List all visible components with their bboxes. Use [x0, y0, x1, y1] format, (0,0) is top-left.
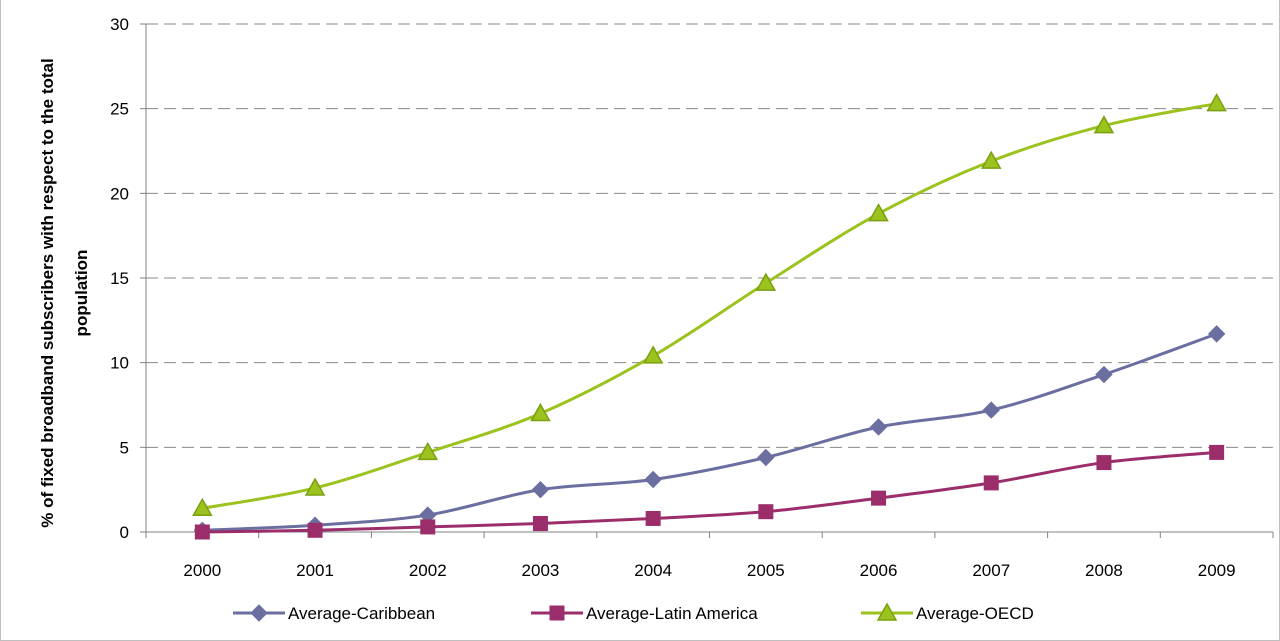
data-point: [1096, 455, 1112, 471]
data-point: [531, 480, 550, 499]
data-point: [757, 448, 775, 467]
y-tick-label: 30: [110, 15, 129, 34]
data-point: [532, 516, 548, 532]
x-axis-ticks: 2000 2001 2002 2003 2004 2005 2006 2007 2008 2009: [145, 532, 1274, 580]
x-tick-label: 2006: [860, 561, 898, 580]
series-average-caribbean: [193, 325, 1226, 540]
y-axis-label: % of fixed broadband subscribers with re…: [38, 58, 91, 527]
series-line: [202, 450, 1217, 534]
legend-label: Average-OECD: [916, 604, 1034, 623]
legend-item: Average-Latin America: [531, 604, 758, 623]
data-point: [755, 272, 777, 291]
series-average-oecd: [192, 93, 1227, 517]
series-line: [202, 332, 1218, 532]
data-point: [642, 345, 664, 364]
data-point: [871, 490, 887, 506]
data-point: [869, 418, 888, 436]
y-axis-label-line-2: population: [72, 250, 91, 337]
x-tick-label: 2009: [1198, 561, 1236, 580]
x-tick-label: 2003: [522, 561, 560, 580]
data-point: [530, 402, 551, 422]
series-line: [202, 102, 1217, 510]
gridlines: [140, 23, 1273, 533]
legend-label: Average-Caribbean: [288, 604, 435, 623]
y-tick-label: 20: [110, 184, 129, 203]
series-average-latin-america: [194, 444, 1225, 540]
x-tick-label: 2004: [634, 561, 672, 580]
y-axis-label-line-1: % of fixed broadband subscribers with re…: [38, 58, 57, 527]
legend-marker: [549, 605, 565, 621]
data-point: [1209, 444, 1225, 460]
data-point: [194, 524, 210, 540]
data-point: [982, 401, 1000, 419]
y-axis-ticks: 0 5 10 15 20 25 30: [110, 15, 129, 542]
series-group: [192, 93, 1227, 540]
y-tick-label: 25: [110, 100, 129, 119]
legend-label: Average-Latin America: [586, 604, 758, 623]
y-tick-label: 15: [110, 269, 129, 288]
data-point: [645, 510, 661, 526]
data-point: [980, 150, 1002, 169]
y-tick-label: 0: [120, 523, 129, 542]
legend-item: Average-Caribbean: [233, 604, 435, 623]
x-tick-label: 2007: [972, 561, 1010, 580]
data-point: [192, 497, 213, 517]
y-tick-label: 5: [120, 438, 129, 457]
legend-marker: [876, 602, 898, 621]
data-point: [868, 203, 889, 222]
x-tick-label: 2005: [747, 561, 785, 580]
data-point: [1206, 93, 1227, 112]
legend-marker: [250, 604, 268, 622]
data-point: [307, 522, 323, 538]
data-point: [417, 441, 439, 461]
legend-item: Average-OECD: [861, 602, 1034, 623]
x-tick-label: 2008: [1085, 561, 1123, 580]
data-point: [758, 504, 774, 520]
x-tick-label: 2000: [183, 561, 221, 580]
x-tick-label: 2001: [296, 561, 334, 580]
data-point: [1093, 115, 1115, 134]
data-point: [420, 519, 436, 535]
data-point: [1095, 365, 1113, 384]
data-point: [1207, 325, 1226, 343]
data-point: [304, 477, 326, 496]
legend: Average-Caribbean Average-Latin America Av…: [233, 602, 1034, 623]
data-point: [644, 470, 662, 489]
x-tick-label: 2002: [409, 561, 447, 580]
y-tick-label: 10: [110, 354, 129, 373]
data-point: [983, 475, 999, 491]
